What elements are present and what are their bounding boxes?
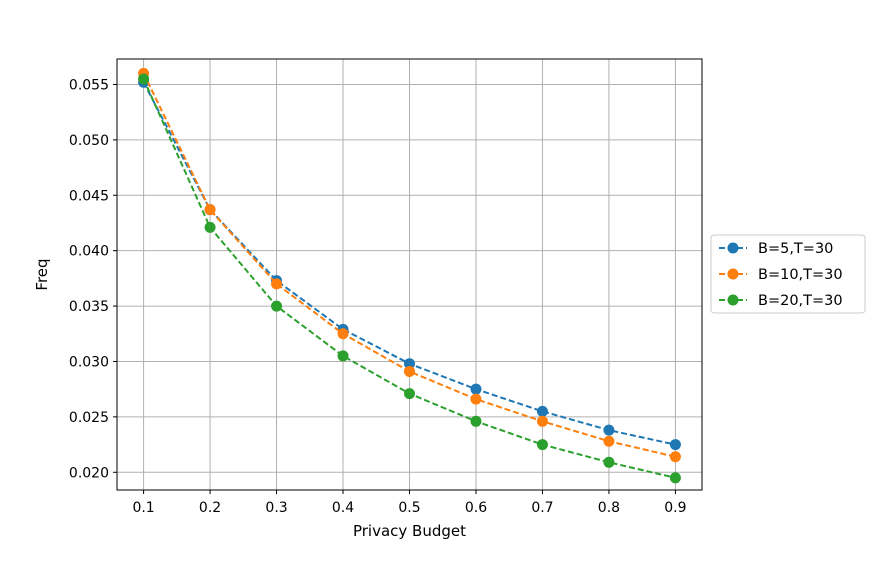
x-tick-label: 0.8 (598, 500, 620, 516)
legend-item: B=5,T=30 (719, 241, 833, 257)
y-tick-label: 0.055 (69, 77, 109, 93)
data-point (204, 204, 216, 216)
y-tick-label: 0.020 (69, 465, 109, 481)
legend-label: B=20,T=30 (758, 293, 843, 309)
data-point (337, 328, 349, 340)
legend-marker (727, 294, 739, 306)
x-tick-label: 0.3 (265, 500, 287, 516)
series-2 (138, 67, 681, 463)
x-tick-label: 0.7 (531, 500, 553, 516)
y-tick-label: 0.030 (69, 354, 109, 370)
data-point (669, 472, 681, 484)
legend-marker (727, 268, 739, 280)
data-point (669, 439, 681, 451)
data-point (603, 456, 615, 468)
legend-label: B=5,T=30 (758, 241, 833, 257)
data-point (404, 365, 415, 377)
data-point (404, 358, 415, 370)
series-group (138, 67, 681, 484)
legend-label: B=10,T=30 (758, 267, 843, 283)
y-tick-label: 0.025 (69, 410, 109, 426)
data-point (536, 439, 548, 451)
legend-item: B=10,T=30 (719, 267, 843, 283)
x-tick-label: 0.9 (664, 500, 686, 516)
legend: B=5,T=30 B=10,T=30 B=20,T=30 (710, 234, 866, 314)
x-tick-label: 0.1 (132, 500, 154, 516)
x-tick-label: 0.6 (465, 500, 487, 516)
data-point (271, 300, 283, 312)
y-tick-label: 0.035 (69, 299, 109, 315)
legend-box (710, 234, 866, 314)
data-point (603, 435, 615, 447)
data-point (337, 350, 349, 362)
x-axis-title: Privacy Budget (353, 522, 466, 540)
data-point (271, 278, 283, 290)
x-tick-label: 0.4 (332, 500, 354, 516)
x-tick-label: 0.5 (398, 500, 420, 516)
series-3 (138, 73, 681, 484)
data-point (404, 388, 415, 400)
y-tick-label: 0.050 (69, 133, 109, 149)
y-tick-label: 0.040 (69, 244, 109, 260)
data-point (536, 405, 548, 417)
legend-item: B=20,T=30 (719, 293, 843, 309)
grid-lines (117, 59, 702, 490)
axis-ticks: 0.1 0.2 0.3 0.4 0.5 0.6 0.7 0.8 0.9 0.020 0.025 0.0… (69, 77, 687, 516)
legend-marker (727, 242, 739, 254)
data-point (603, 424, 615, 436)
data-point (138, 73, 150, 85)
data-point (470, 415, 482, 427)
data-point (204, 221, 216, 233)
data-point (536, 415, 548, 427)
data-point (669, 451, 681, 463)
data-point (470, 393, 482, 405)
y-axis-title: Freq (33, 258, 51, 290)
x-tick-label: 0.2 (199, 500, 221, 516)
data-point (470, 383, 482, 395)
y-tick-label: 0.045 (69, 188, 109, 204)
